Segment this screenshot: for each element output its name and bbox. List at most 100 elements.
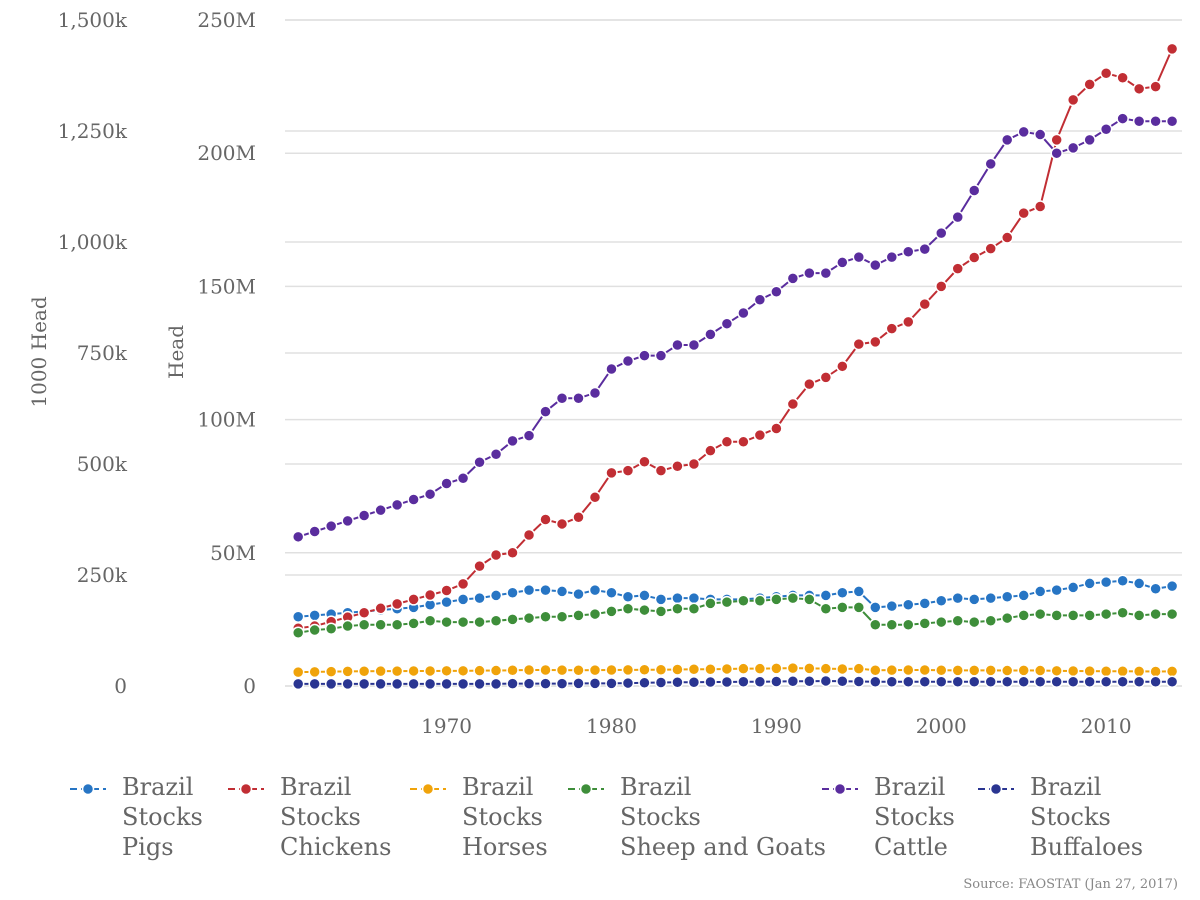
data-point-buffaloes[interactable]	[506, 677, 519, 690]
data-point-cattle[interactable]	[1149, 114, 1162, 128]
data-point-cattle[interactable]	[555, 392, 569, 405]
data-point-buffaloes[interactable]	[902, 675, 915, 688]
data-point-chickens[interactable]	[869, 335, 882, 349]
data-point-chickens[interactable]	[1116, 71, 1129, 84]
data-point-cattle[interactable]	[984, 157, 997, 171]
data-point-cattle[interactable]	[440, 477, 453, 490]
data-point-buffaloes[interactable]	[654, 676, 668, 689]
data-point-horses[interactable]	[1066, 664, 1080, 678]
data-point-horses[interactable]	[1033, 664, 1047, 677]
data-point-sheep-and-goats[interactable]	[588, 607, 602, 621]
data-point-pigs[interactable]	[506, 586, 519, 600]
data-point-sheep-and-goats[interactable]	[539, 610, 552, 623]
data-point-cattle[interactable]	[1066, 141, 1080, 155]
data-point-cattle[interactable]	[588, 386, 602, 400]
data-point-pigs[interactable]	[967, 593, 981, 606]
data-point-buffaloes[interactable]	[1149, 675, 1162, 688]
data-point-buffaloes[interactable]	[1132, 675, 1146, 688]
data-point-horses[interactable]	[737, 662, 750, 675]
data-point-chickens[interactable]	[984, 242, 997, 255]
data-point-pigs[interactable]	[918, 597, 932, 610]
data-point-cattle[interactable]	[341, 514, 354, 528]
data-point-buffaloes[interactable]	[836, 674, 849, 688]
data-point-pigs[interactable]	[984, 591, 997, 605]
data-point-buffaloes[interactable]	[1116, 675, 1129, 688]
data-point-buffaloes[interactable]	[357, 677, 371, 691]
data-point-horses[interactable]	[770, 662, 783, 675]
data-point-chickens[interactable]	[539, 513, 552, 526]
data-point-sheep-and-goats[interactable]	[1000, 611, 1014, 625]
data-point-cattle[interactable]	[1017, 125, 1030, 139]
data-point-chickens[interactable]	[605, 466, 618, 480]
legend-item-cattle[interactable]: Brazil Stocks Cattle	[822, 772, 955, 862]
data-point-chickens[interactable]	[786, 397, 800, 411]
data-point-chickens[interactable]	[638, 455, 651, 469]
data-point-cattle[interactable]	[1132, 114, 1146, 128]
data-point-pigs[interactable]	[869, 601, 882, 614]
data-point-cattle[interactable]	[1083, 133, 1096, 147]
data-point-cattle[interactable]	[869, 258, 882, 272]
data-point-horses[interactable]	[357, 664, 371, 678]
data-point-sheep-and-goats[interactable]	[1066, 609, 1080, 622]
data-point-chickens[interactable]	[555, 517, 569, 531]
data-point-buffaloes[interactable]	[407, 677, 420, 691]
data-point-pigs[interactable]	[522, 583, 536, 597]
data-point-horses[interactable]	[341, 665, 354, 678]
data-point-buffaloes[interactable]	[737, 675, 750, 688]
data-point-chickens[interactable]	[753, 428, 767, 442]
data-point-buffaloes[interactable]	[440, 677, 453, 691]
data-point-sheep-and-goats[interactable]	[605, 605, 618, 618]
data-point-pigs[interactable]	[654, 593, 668, 606]
data-point-sheep-and-goats[interactable]	[869, 618, 882, 631]
data-point-chickens[interactable]	[473, 559, 486, 573]
data-point-cattle[interactable]	[1000, 133, 1014, 147]
data-point-chickens[interactable]	[770, 422, 783, 435]
data-point-sheep-and-goats[interactable]	[902, 618, 915, 631]
data-point-pigs[interactable]	[1099, 575, 1113, 589]
data-point-sheep-and-goats[interactable]	[390, 618, 404, 631]
data-point-chickens[interactable]	[1000, 231, 1014, 244]
data-point-chickens[interactable]	[803, 377, 816, 391]
data-point-pigs[interactable]	[1083, 577, 1096, 590]
data-point-cattle[interactable]	[753, 293, 767, 306]
data-point-sheep-and-goats[interactable]	[324, 622, 338, 635]
data-point-buffaloes[interactable]	[638, 676, 651, 690]
data-point-sheep-and-goats[interactable]	[407, 617, 420, 630]
data-point-horses[interactable]	[803, 662, 816, 675]
data-point-sheep-and-goats[interactable]	[819, 602, 833, 615]
data-point-horses[interactable]	[555, 663, 569, 677]
data-point-horses[interactable]	[440, 664, 453, 678]
data-point-sheep-and-goats[interactable]	[1165, 607, 1179, 621]
data-point-chickens[interactable]	[572, 511, 585, 524]
data-point-chickens[interactable]	[621, 464, 635, 477]
data-point-horses[interactable]	[1116, 664, 1129, 678]
data-point-horses[interactable]	[407, 664, 420, 678]
data-point-buffaloes[interactable]	[374, 677, 387, 691]
data-point-buffaloes[interactable]	[753, 675, 767, 688]
data-point-horses[interactable]	[572, 664, 585, 677]
data-point-cattle[interactable]	[737, 306, 750, 320]
data-point-pigs[interactable]	[852, 585, 866, 598]
data-point-buffaloes[interactable]	[687, 676, 701, 689]
data-point-buffaloes[interactable]	[605, 677, 618, 690]
data-point-horses[interactable]	[836, 662, 849, 676]
data-point-buffaloes[interactable]	[341, 677, 354, 691]
data-point-buffaloes[interactable]	[1066, 675, 1080, 688]
data-point-cattle[interactable]	[885, 250, 899, 264]
data-point-chickens[interactable]	[967, 251, 981, 264]
data-point-cattle[interactable]	[324, 519, 338, 533]
data-point-sheep-and-goats[interactable]	[935, 615, 948, 629]
data-point-sheep-and-goats[interactable]	[704, 597, 717, 610]
data-point-chickens[interactable]	[407, 593, 420, 606]
data-point-chickens[interactable]	[918, 297, 932, 311]
data-point-horses[interactable]	[852, 662, 866, 675]
data-point-chickens[interactable]	[588, 491, 602, 504]
data-point-pigs[interactable]	[588, 583, 602, 597]
data-point-buffaloes[interactable]	[473, 677, 486, 691]
data-point-cattle[interactable]	[506, 434, 519, 448]
data-point-buffaloes[interactable]	[423, 677, 437, 691]
data-point-horses[interactable]	[522, 663, 536, 677]
data-point-buffaloes[interactable]	[967, 675, 981, 688]
data-point-horses[interactable]	[1083, 664, 1096, 678]
data-point-cattle[interactable]	[1116, 112, 1129, 125]
